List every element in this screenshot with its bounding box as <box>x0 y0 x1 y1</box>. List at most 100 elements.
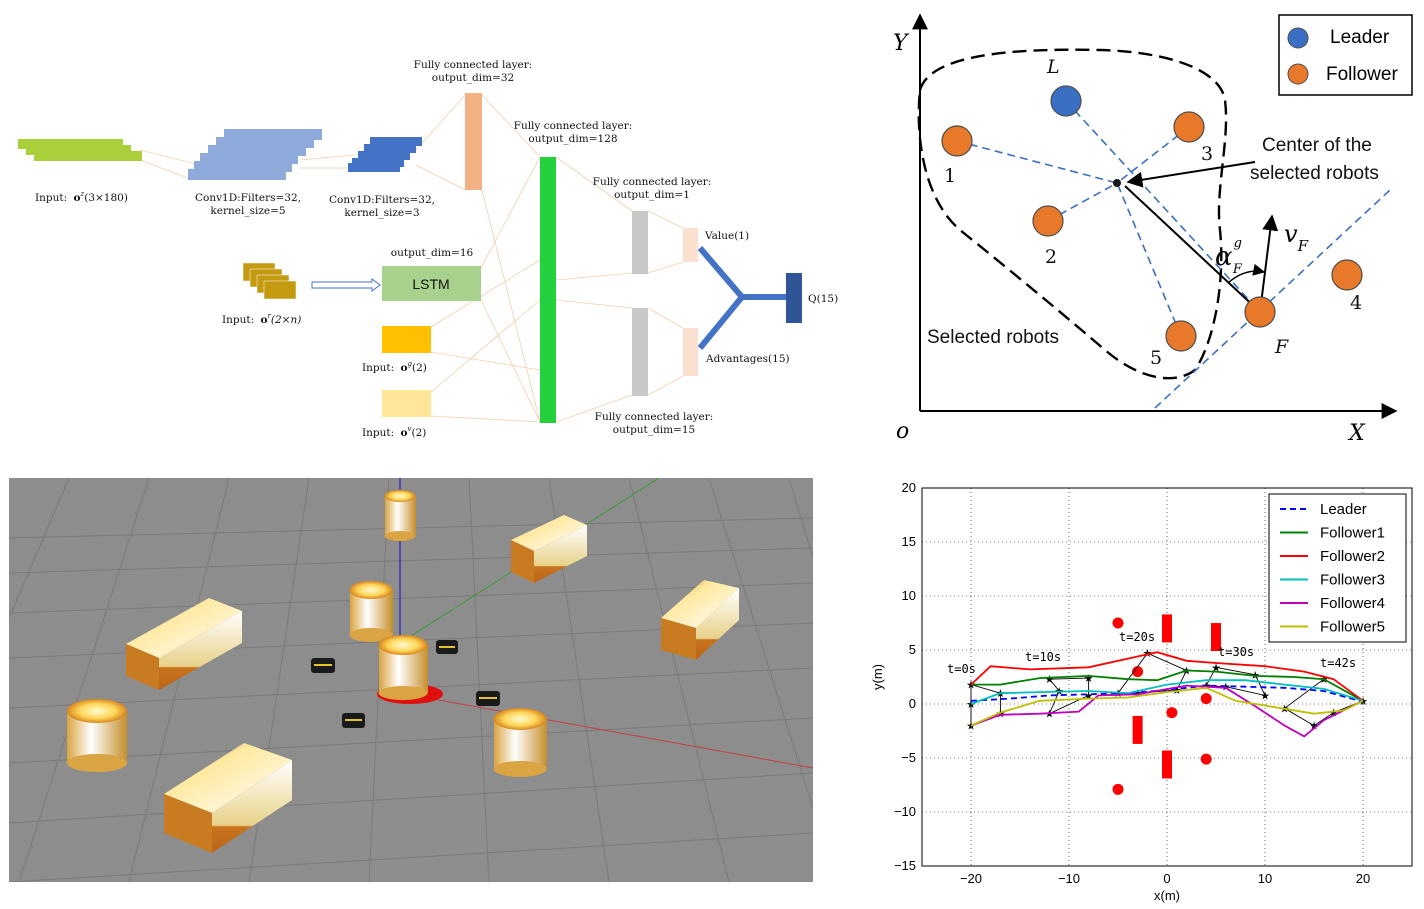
y-tick-label: 0 <box>909 696 916 711</box>
value-node <box>683 228 698 262</box>
cylinder-obstacle-5 <box>493 708 547 777</box>
trajectory-series <box>970 651 1364 738</box>
formation-marker: ★ <box>1044 708 1054 721</box>
legend-label-leader: Leader <box>1320 501 1367 518</box>
origin-label: o <box>896 419 909 444</box>
plot-obstacles <box>1112 614 1221 795</box>
follower-robot-3 <box>1173 111 1205 143</box>
velocity-label: vF <box>1284 220 1309 255</box>
input-z-stack <box>18 139 142 161</box>
advantage-node <box>683 328 698 376</box>
center-pointer-arrow <box>1126 161 1256 188</box>
scene-x-axis <box>399 692 813 769</box>
robot-label-2: 2 <box>1045 246 1057 268</box>
fc128-layer <box>540 157 556 423</box>
legend-label-follower2: Follower2 <box>1320 548 1385 565</box>
conv1-stack <box>188 129 322 180</box>
fc15-layer <box>632 308 648 396</box>
fc1-layer <box>632 211 648 274</box>
conv1-label-line1: Conv1D:Filters=32, <box>195 192 301 204</box>
fc15-label-line1: Fully connected layer: <box>595 411 714 423</box>
circle-obstacle <box>1200 753 1212 765</box>
fc1-label-line2: output_dim=1 <box>614 189 690 201</box>
selected-robots-label: Selected robots <box>927 327 1059 348</box>
lstm-box <box>382 266 481 301</box>
time-label-0: t=0s <box>947 662 976 676</box>
y-tick-label: −10 <box>894 804 916 819</box>
fc128-label-line2: output_dim=128 <box>528 133 617 145</box>
time-label-10: t=10s <box>1025 650 1061 664</box>
formation-marker: ★ <box>1113 687 1123 700</box>
legend-label-follower5: Follower5 <box>1320 619 1385 636</box>
y-tick-label: 20 <box>902 480 916 495</box>
formation-snapshot <box>1205 666 1266 697</box>
leader-letter: L <box>1046 56 1060 78</box>
value-label: Value(1) <box>704 230 749 242</box>
circle-obstacle <box>1166 707 1178 719</box>
y-tick-label: −15 <box>894 858 916 873</box>
center-label-line2: selected robots <box>1250 163 1379 184</box>
lstm-label: LSTM <box>412 276 449 292</box>
box-obstacle-1 <box>126 598 242 690</box>
rect-obstacle <box>1211 623 1221 652</box>
formation-marker: ★ <box>966 720 976 733</box>
y-tick-label: 15 <box>902 534 916 549</box>
x-tick-label: 20 <box>1356 871 1370 886</box>
velocity-arrow <box>1259 214 1279 313</box>
network-architecture-diagram: Fully connected layer: output_dim=32 Ful… <box>18 59 838 439</box>
formation-marker: ★ <box>1044 673 1054 686</box>
legend-label-follower1: Follower1 <box>1320 525 1385 542</box>
rect-obstacle <box>1162 750 1172 779</box>
fc32-layer <box>465 93 482 190</box>
y-tick-label: −5 <box>901 750 916 765</box>
fc32-label-line2: output_dim=32 <box>432 72 514 84</box>
legend-label-follower3: Follower3 <box>1320 572 1385 589</box>
time-label-20: t=20s <box>1119 630 1155 644</box>
series-follower1 <box>971 669 1364 702</box>
formation-geometry-diagram: Y X o 1 2 3 4 5 L F vF αg F <box>893 13 1413 446</box>
series-follower5 <box>970 686 1364 727</box>
formation-snapshot <box>1048 677 1090 715</box>
fc15-label-line2: output_dim=15 <box>613 424 695 436</box>
follower-robot-4 <box>1331 259 1363 291</box>
series-leader <box>970 684 1364 703</box>
box-obstacle-3 <box>661 580 739 660</box>
follower-robot-f <box>1244 296 1276 328</box>
alpha-label: αg F <box>1215 236 1243 277</box>
follower-robot-2 <box>1032 205 1064 237</box>
aggregation-lines <box>697 246 786 350</box>
relation-lines <box>956 100 1391 409</box>
conv1-label-line2: kernel_size=5 <box>210 205 285 217</box>
y-tick-label: 5 <box>909 642 916 657</box>
formation-marker: ★ <box>1211 661 1221 674</box>
sim-robot-3 <box>476 691 500 706</box>
input-v-box <box>382 390 431 417</box>
rect-obstacle <box>1132 715 1143 744</box>
advantage-label: Advantages(15) <box>705 353 790 365</box>
connection-lines <box>139 94 684 423</box>
q-output-node <box>786 273 802 323</box>
fc128-label-line1: Fully connected layer: <box>514 120 633 132</box>
x-tick-label: 0 <box>1163 871 1170 886</box>
plot-ticks: −20 −10 0 10 20 20 15 10 5 0 −5 −10 −15 <box>894 480 1370 886</box>
follower-robot-5 <box>1165 320 1197 352</box>
fc1-label-line1: Fully connected layer: <box>593 176 712 188</box>
sim-robot-2 <box>436 640 458 654</box>
series-follower2 <box>970 651 1364 702</box>
x-axis-label: x(m) <box>1154 888 1180 903</box>
sim-robot-4 <box>342 713 365 728</box>
robot-label-1: 1 <box>944 165 956 187</box>
trajectory-legend: Leader Follower1 Follower2 Follower3 Followe… <box>1268 493 1407 643</box>
center-point <box>1113 179 1121 187</box>
conv2-stack <box>348 137 422 172</box>
goal-direction-line <box>1124 185 1261 313</box>
box-obstacle-2 <box>511 515 587 583</box>
y-tick-label: 10 <box>902 588 916 603</box>
selected-region-outline <box>917 48 1228 380</box>
time-label-30: t=30s <box>1218 645 1254 659</box>
input-r-stack <box>242 262 297 300</box>
cylinder-obstacle-1 <box>384 490 416 541</box>
sim-robot-1 <box>311 658 335 673</box>
follower-letter: F <box>1274 336 1289 358</box>
